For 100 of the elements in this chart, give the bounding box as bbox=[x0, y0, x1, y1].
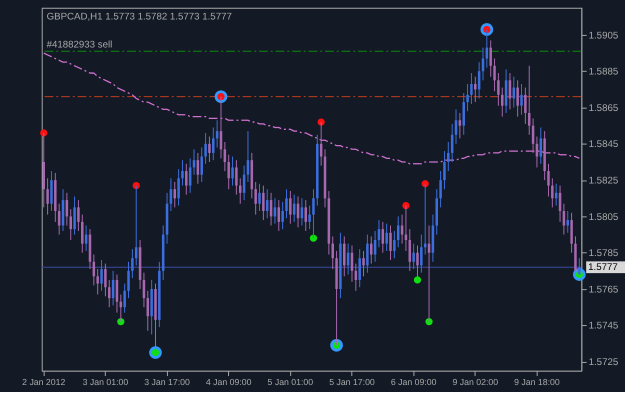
candlestick bbox=[242, 165, 246, 201]
x-tick-label: 9 Jan 18:00 bbox=[514, 376, 560, 387]
candlestick bbox=[470, 72, 473, 104]
candlestick bbox=[235, 160, 238, 196]
candlestick bbox=[104, 263, 107, 297]
candlestick bbox=[374, 230, 376, 262]
candlestick bbox=[400, 214, 404, 244]
candlestick bbox=[462, 92, 465, 136]
point bbox=[318, 118, 325, 126]
candlestick bbox=[547, 163, 550, 197]
candlestick bbox=[192, 148, 196, 176]
candlestick bbox=[196, 152, 200, 184]
candlestick bbox=[393, 230, 396, 259]
candlestick bbox=[389, 225, 392, 260]
candlestick bbox=[112, 270, 114, 306]
x-tick-label: 4 Jan 09:00 bbox=[206, 376, 252, 387]
candlestick bbox=[170, 178, 172, 212]
candlestick bbox=[296, 196, 300, 228]
candlestick bbox=[142, 272, 146, 308]
candlestick bbox=[458, 112, 462, 139]
candlestick bbox=[220, 96, 222, 159]
candlestick bbox=[536, 136, 538, 168]
candlestick bbox=[540, 127, 542, 164]
candlestick bbox=[493, 58, 496, 92]
candlestick bbox=[320, 122, 322, 166]
candlestick bbox=[562, 203, 566, 236]
candlestick bbox=[486, 29, 488, 68]
candlestick bbox=[285, 188, 288, 219]
candlestick bbox=[116, 274, 118, 314]
candlestick bbox=[123, 283, 126, 314]
candlestick bbox=[424, 183, 426, 256]
y-tick-label: 1.5905 bbox=[588, 30, 618, 42]
candlestick bbox=[331, 236, 334, 270]
candlestick bbox=[350, 244, 354, 282]
candlestick bbox=[46, 178, 49, 216]
candlestick bbox=[270, 192, 272, 226]
candlestick bbox=[508, 72, 512, 110]
candlestick bbox=[500, 87, 504, 118]
candlestick bbox=[204, 132, 207, 164]
candlestick bbox=[227, 154, 230, 190]
candlestick bbox=[216, 120, 218, 148]
candlestick bbox=[358, 248, 361, 288]
candlestick bbox=[416, 244, 419, 280]
candlestick bbox=[84, 225, 88, 252]
candlestick bbox=[554, 183, 558, 206]
candlestick bbox=[396, 216, 400, 248]
candlestick bbox=[208, 136, 211, 162]
y-tick-label: 1.5865 bbox=[588, 102, 618, 114]
candlestick bbox=[489, 40, 492, 78]
candlestick bbox=[516, 80, 519, 118]
candlestick bbox=[185, 163, 188, 196]
candlestick bbox=[69, 208, 72, 241]
candlestick bbox=[482, 47, 484, 81]
candlestick bbox=[304, 200, 307, 232]
candlestick bbox=[447, 142, 450, 172]
candlestick bbox=[524, 87, 527, 124]
candlestick bbox=[212, 127, 215, 161]
y-tick-label: 1.5745 bbox=[588, 320, 618, 332]
candlestick bbox=[289, 190, 292, 224]
candlestick bbox=[300, 198, 304, 226]
x-tick-label: 6 Jan 09:00 bbox=[390, 376, 437, 387]
candlestick bbox=[58, 203, 60, 236]
y-tick-label: 1.5805 bbox=[588, 212, 618, 223]
x-tick-label: 9 Jan 02:00 bbox=[452, 376, 498, 387]
candlestick bbox=[378, 220, 380, 248]
candlestick bbox=[408, 228, 412, 272]
point bbox=[425, 318, 433, 326]
y-tick-label: 1.5785 bbox=[588, 248, 618, 260]
line-series bbox=[43, 52, 580, 164]
candlestick bbox=[558, 185, 562, 222]
candlestick bbox=[134, 185, 138, 266]
y-tick-label: 1.5765 bbox=[588, 284, 618, 296]
candlestick bbox=[174, 181, 176, 208]
candlestick bbox=[281, 201, 284, 230]
y-tick-label: 1.5825 bbox=[588, 176, 618, 187]
candlestick bbox=[528, 65, 530, 136]
candlestick bbox=[96, 268, 99, 295]
candlestick bbox=[308, 205, 311, 230]
candlestick bbox=[385, 223, 388, 252]
candlestick bbox=[77, 200, 80, 232]
candlestick bbox=[181, 160, 184, 186]
candlestick bbox=[578, 258, 581, 275]
x-tick-label: 3 Jan 01:00 bbox=[82, 376, 128, 387]
x-tick-label: 5 Jan 01:00 bbox=[268, 376, 314, 387]
candlestick bbox=[262, 185, 265, 221]
point bbox=[132, 182, 140, 190]
candlestick bbox=[404, 205, 408, 252]
point bbox=[40, 129, 48, 137]
candlestick bbox=[366, 234, 369, 274]
candlestick bbox=[127, 261, 130, 299]
ref-line-label: 1.5777 bbox=[588, 262, 618, 274]
candlestick bbox=[292, 194, 296, 222]
candlestick bbox=[274, 198, 276, 224]
candlestick bbox=[520, 83, 523, 116]
candlestick bbox=[382, 221, 384, 254]
candlestick bbox=[224, 142, 226, 172]
candlestick bbox=[551, 178, 554, 208]
candlestick bbox=[239, 178, 242, 204]
candlestick bbox=[258, 183, 261, 212]
candlestick bbox=[346, 243, 350, 275]
